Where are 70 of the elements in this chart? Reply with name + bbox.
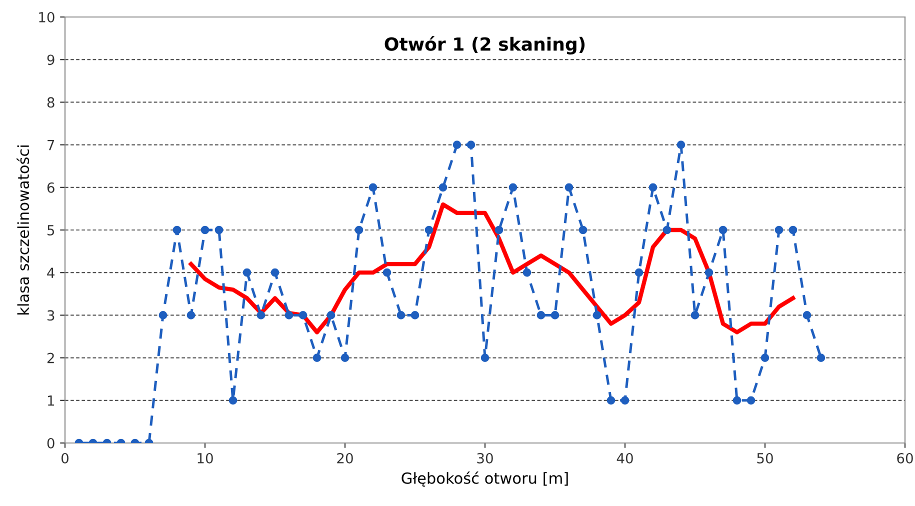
x-tick-label: 10 (198, 452, 213, 464)
point (508, 183, 518, 192)
y-tick-label: 6 (47, 182, 54, 193)
y-tick-label: 5 (48, 225, 54, 236)
point (816, 354, 826, 362)
point (760, 354, 770, 362)
point (564, 183, 574, 192)
point (704, 268, 714, 277)
point (242, 268, 252, 277)
line-series (188, 202, 796, 334)
text: Otwór 1 (2 skaning) (384, 36, 585, 55)
point (662, 226, 672, 234)
point (158, 311, 168, 320)
point (480, 354, 490, 362)
x-tick-label: 60 (897, 452, 913, 464)
point (424, 226, 434, 234)
point (676, 140, 686, 149)
y-tick-label: 4 (47, 268, 54, 278)
point (788, 226, 798, 234)
y-axis-title: klasa szczelinowatości (16, 146, 30, 314)
point (214, 226, 224, 234)
y-tick-label: 0 (47, 438, 54, 448)
x-tick-label: 0 (61, 452, 68, 464)
x-tick-label: 30 (477, 452, 493, 464)
point (452, 140, 462, 149)
point (410, 311, 420, 320)
y-tick-label: 1 (48, 396, 54, 406)
point (802, 311, 812, 320)
point (270, 268, 280, 277)
point (550, 311, 560, 320)
x-axis-title: Głębokość otworu [m] (402, 471, 568, 487)
point (326, 311, 336, 320)
point (354, 226, 364, 234)
point (592, 311, 602, 320)
point (340, 354, 350, 362)
point (578, 226, 588, 234)
point (396, 311, 406, 320)
point (438, 183, 448, 192)
point (284, 311, 294, 320)
point (606, 396, 616, 405)
point (200, 226, 210, 234)
point (522, 268, 532, 277)
y-tick-label: 9 (47, 54, 54, 66)
y-tick-label: 10 (39, 12, 54, 22)
point (186, 311, 196, 320)
x-tick-label: 20 (337, 452, 353, 464)
point (746, 396, 756, 405)
point (718, 226, 728, 234)
y-tick-label: 8 (47, 97, 54, 108)
point (774, 226, 784, 234)
point (690, 311, 700, 320)
y-tick-label: 3 (48, 310, 54, 321)
point (172, 226, 182, 234)
x-tick-label: 40 (616, 452, 633, 464)
x-tick-label: 50 (757, 452, 773, 464)
y-tick-label: 2 (47, 352, 54, 364)
point (536, 311, 546, 320)
point (368, 183, 378, 192)
point (634, 268, 644, 277)
point (228, 396, 238, 405)
point (732, 396, 742, 405)
point (298, 311, 308, 320)
point (466, 140, 476, 149)
point (382, 268, 392, 277)
point (620, 396, 630, 405)
point (648, 183, 658, 192)
point (312, 354, 322, 362)
point (494, 226, 504, 234)
point (256, 311, 266, 320)
y-tick-label: 7 (48, 140, 54, 150)
